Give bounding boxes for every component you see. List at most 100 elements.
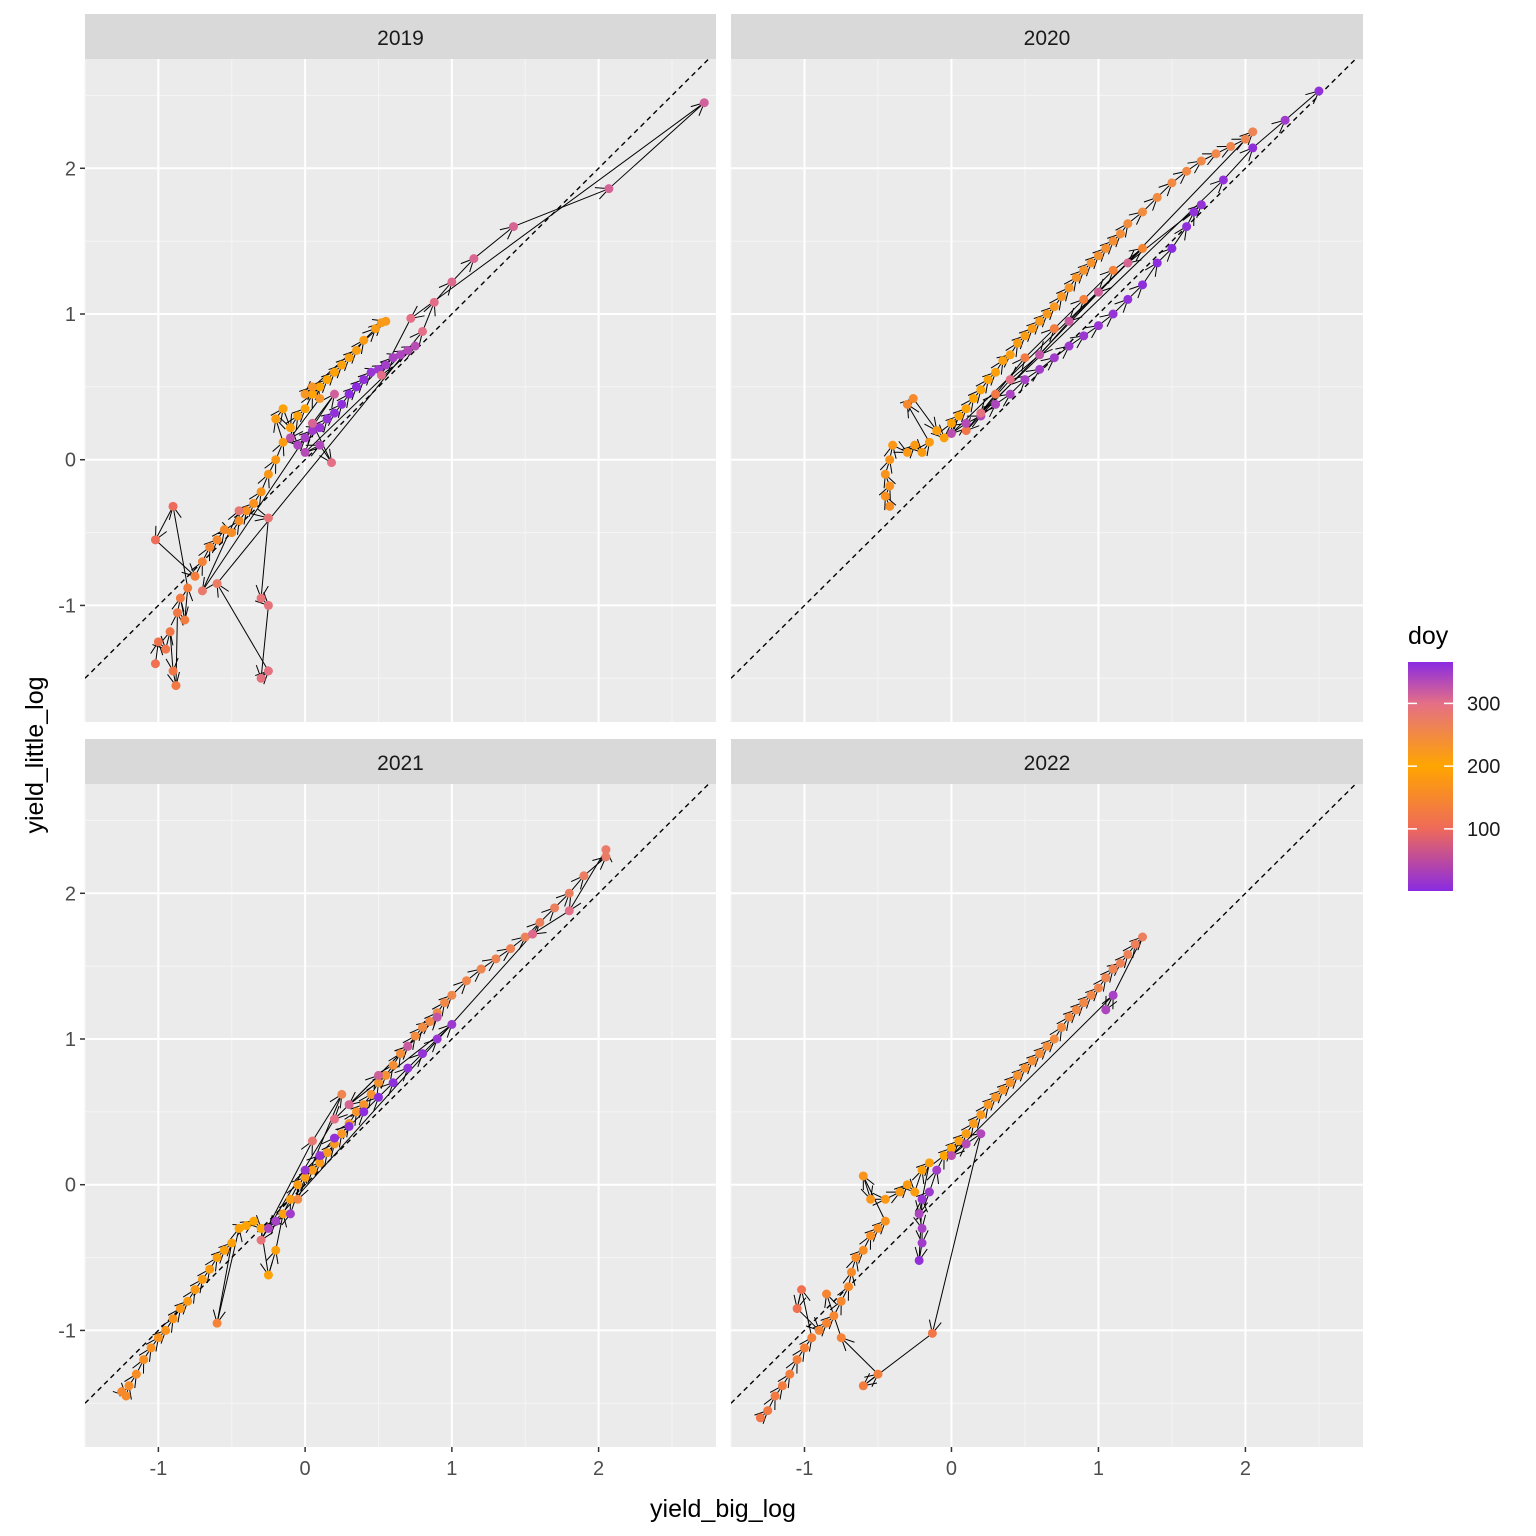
- data-point: [447, 277, 457, 287]
- data-point: [344, 353, 354, 363]
- data-point: [991, 1092, 1001, 1102]
- data-point: [1064, 283, 1074, 293]
- data-point: [836, 1333, 846, 1343]
- data-point: [1101, 243, 1111, 253]
- data-point: [917, 1194, 927, 1204]
- data-point: [885, 455, 895, 465]
- data-point: [983, 1100, 993, 1110]
- data-point: [329, 1133, 339, 1143]
- data-point: [792, 1304, 802, 1314]
- data-point: [1013, 338, 1023, 348]
- plot-background: [85, 784, 716, 1447]
- data-point: [197, 586, 207, 596]
- facet-strip-label: 2022: [1024, 752, 1071, 775]
- data-point: [388, 1060, 398, 1070]
- data-point: [1138, 280, 1148, 290]
- plot-background: [731, 784, 1363, 1447]
- data-point: [550, 903, 560, 913]
- data-point: [1314, 86, 1324, 96]
- data-point: [847, 1267, 857, 1277]
- data-point: [388, 1078, 398, 1088]
- data-point: [1167, 178, 1177, 188]
- data-point: [520, 932, 530, 942]
- data-point: [271, 414, 281, 424]
- data-point: [954, 1136, 964, 1146]
- data-point: [792, 1355, 802, 1365]
- data-point: [910, 1187, 920, 1197]
- data-point: [932, 1165, 942, 1175]
- data-point: [256, 593, 266, 603]
- data-point: [359, 1107, 369, 1117]
- data-point: [139, 1355, 149, 1365]
- data-point: [991, 399, 1001, 409]
- data-point: [1093, 287, 1103, 297]
- data-point: [1093, 983, 1103, 993]
- data-point: [939, 433, 949, 443]
- data-point: [381, 316, 391, 326]
- colorbar-label: 100: [1467, 819, 1500, 841]
- data-point: [410, 1031, 420, 1041]
- data-point: [227, 1238, 237, 1248]
- data-point: [263, 600, 273, 610]
- data-point: [315, 440, 325, 450]
- data-point: [403, 1041, 413, 1051]
- data-point: [165, 627, 175, 637]
- data-point: [212, 1318, 222, 1328]
- data-point: [227, 528, 237, 538]
- data-point: [1115, 229, 1125, 239]
- data-point: [797, 1285, 807, 1295]
- colorbar: [1408, 662, 1453, 891]
- data-point: [991, 367, 1001, 377]
- data-point: [1042, 1041, 1052, 1051]
- data-point: [1020, 331, 1030, 341]
- data-point: [153, 637, 163, 647]
- data-point: [432, 1034, 442, 1044]
- data-point: [278, 1209, 288, 1219]
- data-point: [315, 1158, 325, 1168]
- y-tick-label: 1: [65, 304, 76, 326]
- data-point: [212, 1253, 222, 1263]
- data-point: [917, 1223, 927, 1233]
- data-point: [359, 1100, 369, 1110]
- panels: 2019 -1 0 1 2 2020 2021 -1 0 1 2 -1 0 1 2 2022 -1 0 1 2: [58, 14, 1363, 1480]
- data-point: [946, 1151, 956, 1161]
- data-point: [1057, 1022, 1067, 1032]
- data-point: [168, 501, 178, 511]
- data-point: [315, 394, 325, 404]
- data-point: [249, 498, 259, 508]
- data-point: [418, 1049, 428, 1059]
- data-point: [927, 1328, 937, 1338]
- data-point: [763, 1406, 773, 1416]
- data-point: [271, 455, 281, 465]
- data-point: [322, 414, 332, 424]
- data-point: [1020, 375, 1030, 385]
- data-point: [601, 852, 611, 862]
- data-point: [447, 990, 457, 1000]
- data-point: [418, 1022, 428, 1032]
- data-point: [307, 418, 317, 428]
- data-point: [858, 1171, 868, 1181]
- data-point: [880, 1194, 890, 1204]
- x-tick-label: 0: [946, 1458, 957, 1480]
- data-point: [799, 1343, 809, 1353]
- data-point: [161, 644, 171, 654]
- data-point: [1280, 115, 1290, 125]
- colorbar-label: 300: [1467, 693, 1500, 715]
- data-point: [1123, 949, 1133, 959]
- data-point: [219, 1245, 229, 1255]
- data-point: [1130, 939, 1140, 949]
- facet-panel-2022: 2022 -1 0 1 2: [730, 739, 1363, 1480]
- data-point: [998, 1085, 1008, 1095]
- data-point: [1182, 166, 1192, 176]
- data-point: [946, 428, 956, 438]
- data-point: [161, 1325, 171, 1335]
- y-tick-label: -1: [58, 595, 76, 617]
- data-point: [278, 437, 288, 447]
- data-point: [293, 1194, 303, 1204]
- facet-strip: [731, 14, 1363, 59]
- data-point: [1182, 222, 1192, 232]
- data-point: [366, 1089, 376, 1099]
- data-point: [190, 571, 200, 581]
- data-point: [329, 408, 339, 418]
- data-point: [171, 681, 181, 691]
